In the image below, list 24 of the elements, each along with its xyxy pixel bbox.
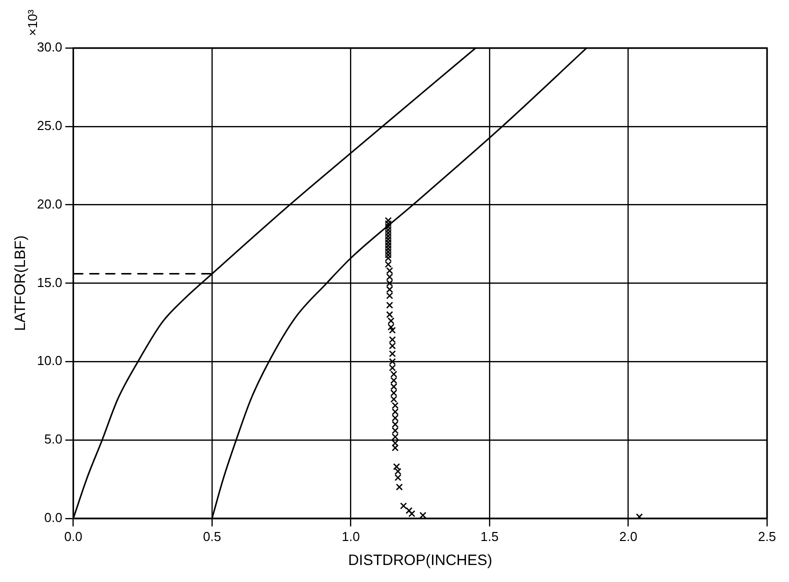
y-tick-label: 20.0	[36, 196, 62, 212]
y-tick-label: 0.0	[44, 510, 62, 525]
point	[400, 502, 407, 510]
point	[636, 513, 643, 518]
y-tick-label: 25.0	[36, 118, 62, 133]
point	[386, 302, 394, 309]
point	[406, 507, 413, 514]
y-tick-label: 30.0	[36, 40, 62, 55]
y-tick-label: 10.0	[36, 353, 62, 368]
y-axis-title: LATFOR(LBF)	[12, 235, 30, 331]
point	[408, 510, 416, 518]
text: ×10³	[24, 8, 40, 36]
x-tick-label: 1.5	[480, 528, 499, 544]
x-tick-label: 2.5	[758, 528, 776, 544]
x-tick-label: 1.0	[342, 528, 360, 544]
x-tick-label: 0.5	[203, 528, 222, 544]
point	[396, 484, 403, 491]
y-tick-label: 15.0	[36, 274, 62, 290]
y-tick-label: 5.0	[44, 432, 62, 447]
x-tick-label: 0.0	[64, 528, 82, 544]
x-axis-title: DISTDROP(INCHES)	[348, 552, 492, 570]
point	[419, 512, 426, 518]
point	[388, 326, 396, 334]
x-tick-label: 2.0	[619, 528, 638, 544]
